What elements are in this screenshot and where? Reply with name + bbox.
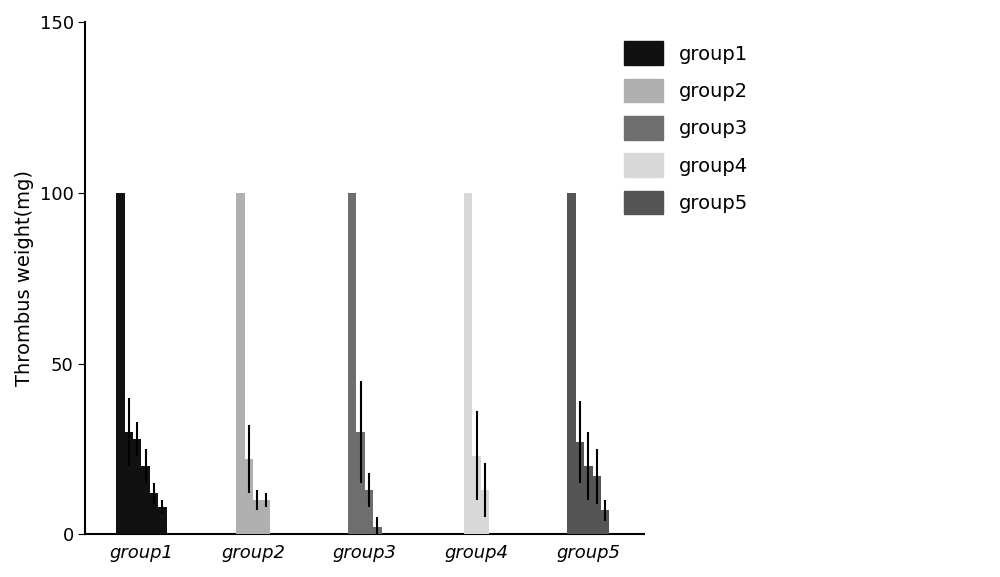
Bar <box>373 527 382 534</box>
Bar <box>567 193 576 534</box>
Y-axis label: Thrombus weight(mg): Thrombus weight(mg) <box>15 170 34 386</box>
Bar <box>348 193 356 534</box>
Bar <box>158 507 167 534</box>
Bar <box>601 511 609 534</box>
Bar <box>576 442 584 534</box>
Legend: group1, group2, group3, group4, group5: group1, group2, group3, group4, group5 <box>614 32 757 224</box>
Bar <box>245 459 253 534</box>
Bar <box>125 432 133 534</box>
Bar <box>356 432 365 534</box>
Bar <box>593 476 601 534</box>
Bar <box>141 466 150 534</box>
Bar <box>150 493 158 534</box>
Bar <box>133 439 141 534</box>
Bar <box>253 500 261 534</box>
Bar <box>472 456 481 534</box>
Bar <box>464 193 472 534</box>
Bar <box>584 466 593 534</box>
Bar <box>481 490 489 534</box>
Bar <box>261 500 270 534</box>
Bar <box>116 193 125 534</box>
Bar <box>365 490 373 534</box>
Bar <box>236 193 245 534</box>
